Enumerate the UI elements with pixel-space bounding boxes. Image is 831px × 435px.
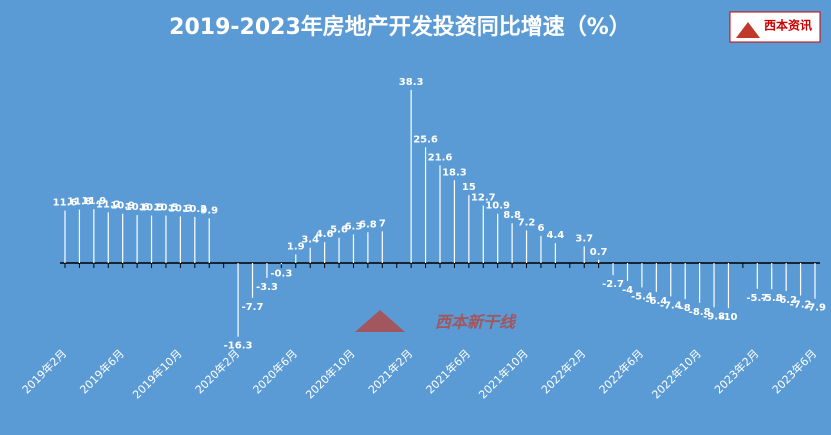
watermark-text: 西本新干线 (435, 313, 517, 332)
value-label: 38.3 (399, 77, 424, 88)
value-label: -2.7 (602, 279, 624, 290)
value-label: -7.7 (242, 302, 264, 313)
value-label: -4 (622, 285, 633, 296)
value-label: 6 (537, 223, 544, 234)
value-label: 7.2 (518, 217, 536, 228)
value-label: 11.6 (53, 198, 78, 209)
value-label: 11.8 (67, 197, 92, 208)
value-label: 5.6 (330, 225, 348, 236)
value-label: 1.9 (287, 241, 305, 252)
value-label: 6.3 (345, 222, 363, 233)
value-label: -8 (680, 303, 691, 314)
value-label: -9.8 (703, 311, 725, 322)
value-label: 10.2 (182, 204, 207, 215)
value-label: -16.3 (224, 341, 253, 352)
value-label: 6.8 (359, 219, 377, 230)
value-label: 4.6 (316, 229, 334, 240)
value-label: 10.9 (485, 201, 510, 212)
value-label: -7.9 (804, 303, 826, 314)
value-label: -7.2 (790, 300, 812, 311)
value-label: 25.6 (413, 134, 438, 145)
watermark: 西本新干线 (355, 310, 517, 332)
value-label: 10.3 (168, 203, 193, 214)
value-label: 10.9 (110, 201, 135, 212)
value-label: 11.2 (96, 199, 121, 210)
value-label: 9.9 (200, 205, 218, 216)
logo-text: 西本资讯 (764, 18, 812, 33)
value-label: -3.3 (256, 282, 278, 293)
logo-icon (736, 22, 760, 38)
value-label: -6.4 (645, 296, 667, 307)
value-label: 11.9 (82, 196, 107, 207)
value-label: 15 (462, 182, 476, 193)
value-label: -7.4 (660, 300, 682, 311)
value-label: 0.7 (590, 247, 608, 258)
value-label: -10 (719, 312, 737, 323)
value-label: 4.4 (547, 230, 565, 241)
watermark-icon (355, 310, 405, 332)
value-label: -5.7 (746, 293, 768, 304)
value-label: 18.3 (442, 167, 467, 178)
value-label: -6.2 (775, 295, 797, 306)
value-label: 12.7 (471, 193, 496, 204)
value-label: 10.5 (154, 203, 179, 214)
value-label: 8.8 (503, 210, 521, 221)
value-label: -8.8 (689, 307, 711, 318)
value-label: 10.6 (125, 202, 150, 213)
logo: 西本资讯 (729, 11, 821, 43)
value-label: 21.6 (428, 152, 453, 163)
value-label: 3.7 (575, 233, 593, 244)
value-label: -5.8 (761, 293, 783, 304)
value-label: 3.4 (301, 235, 319, 246)
value-label: -5.4 (631, 291, 653, 302)
value-label: 10.5 (139, 203, 164, 214)
value-label: -0.3 (270, 268, 292, 279)
chart-title: 2019-2023年房地产开发投资同比增速（%） (169, 14, 631, 40)
value-label: 7 (379, 218, 386, 229)
